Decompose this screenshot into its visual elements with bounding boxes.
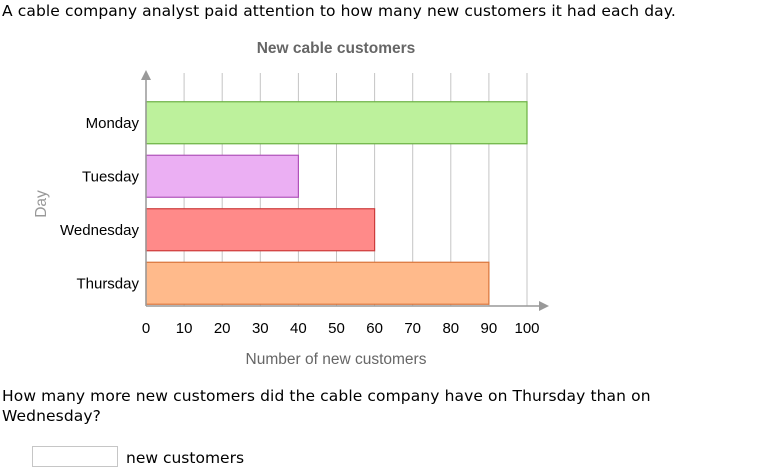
category-labels: Monday Tuesday Wednesday Thursday [60, 115, 139, 293]
x-tick-label: 100 [514, 320, 539, 337]
bar-monday [145, 101, 528, 145]
answer-unit-label: new customers [126, 449, 245, 467]
category-label: Thursday [76, 275, 139, 292]
bar-tuesday [145, 154, 299, 198]
x-axis-arrow-icon [539, 301, 549, 311]
x-tick-label: 20 [214, 320, 231, 337]
x-tick-label: 10 [176, 320, 193, 337]
bar-chart: New cable customers 0 10 20 30 40 50 60 70 80 90 1… [33, 40, 549, 368]
x-axis-label: Number of new customers [246, 351, 427, 368]
chart-title: New cable customers [257, 40, 416, 57]
axes [141, 70, 549, 311]
y-axis-label: Day [33, 190, 50, 218]
category-label: Wednesday [60, 222, 139, 239]
x-tick-label: 80 [442, 320, 459, 337]
x-tick-labels: 0 10 20 30 40 50 60 70 80 90 100 [142, 320, 540, 337]
x-tick-label: 90 [481, 320, 498, 337]
x-tick-label: 30 [252, 320, 269, 337]
x-tick-label: 70 [404, 320, 421, 337]
x-tick-label: 0 [142, 320, 150, 337]
intro-text: A cable company analyst paid attention t… [2, 2, 676, 20]
x-tick-label: 50 [328, 320, 345, 337]
bars [145, 101, 528, 305]
category-label: Monday [86, 115, 140, 132]
bar-thursday [145, 261, 490, 305]
x-tick-label: 60 [366, 320, 383, 337]
answer-input[interactable] [32, 446, 118, 467]
x-tick-label: 40 [290, 320, 307, 337]
question-text: How many more new customers did the cabl… [2, 387, 651, 425]
y-axis-arrow-icon [141, 70, 151, 80]
bar-wednesday [145, 208, 376, 252]
category-label: Tuesday [82, 168, 139, 185]
